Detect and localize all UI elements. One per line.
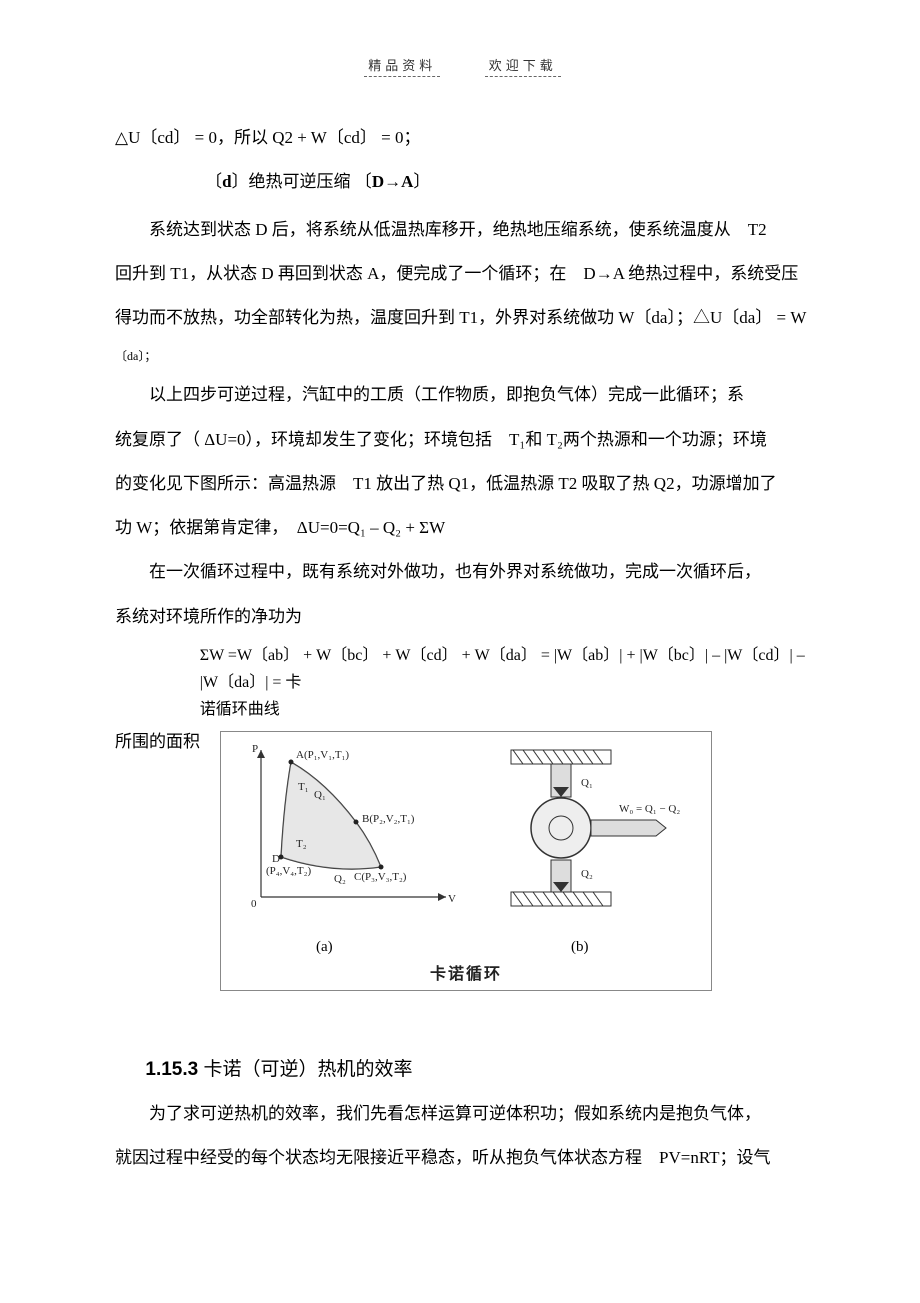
figure-row: 所围的面积 P V 0 — [115, 723, 810, 995]
svg-text:D: D — [272, 853, 280, 865]
para-d2: 回升到 T1，从状态 D 再回到状态 A，便完成了一个循环；在 D→A 绝热过程… — [115, 255, 810, 293]
para-g1: 为了求可逆热机的效率，我们先看怎样运算可逆体积功；假如系统内是抱负气体， — [115, 1095, 810, 1133]
fig-label-b: (b) — [571, 939, 589, 956]
equation-line-1: ΣW =W〔ab〕 + W〔bc〕 + W〔cd〕 + W〔da〕 = |W〔a… — [200, 642, 810, 696]
page-header: 精品资料 欢迎下载 — [115, 55, 810, 77]
heading-title: 卡诺（可逆）热机的效率 — [204, 1059, 413, 1080]
pv-svg: P V 0 A(P₁,V₁,T₁) B(P₂,V₂,T₁) — [236, 742, 461, 917]
fig-label-a: (a) — [316, 939, 333, 956]
svg-text:V: V — [448, 893, 456, 905]
label-C: C(P₃,V₃,T₂) — [354, 871, 407, 883]
carnot-figure: P V 0 A(P₁,V₁,T₁) B(P₂,V₂,T₁) — [115, 731, 810, 996]
engine-svg: Q₁ Q₂ W₀ = Q₁ − Q₂ — [481, 742, 696, 917]
heading-num: 1.15.3 — [145, 1059, 198, 1080]
section-heading: 1.15.3 卡诺（可逆）热机的效率 — [145, 1054, 810, 1081]
document-page: 精品资料 欢迎下载 △U〔cd〕 = 0，所以 Q2 + W〔cd〕 = 0； … — [0, 0, 920, 1303]
equation-line-2: 诺循环曲线 — [200, 696, 810, 723]
section-d-title: 〔d〕绝热可逆压缩 〔D→A〕 — [205, 163, 810, 200]
engine-diagram: Q₁ Q₂ W₀ = Q₁ − Q₂ — [481, 742, 696, 917]
para-g2: 就因过程中经受的每个状态均无限接近平稳态，听从抱负气体状态方程 PV=nRT；设… — [115, 1139, 810, 1177]
para-d4: 〔da〕； — [115, 343, 810, 370]
fig-caption: 卡诺循环 — [221, 960, 711, 984]
label-D: (P₄,V₄,T₂) — [266, 865, 311, 877]
para-d1: 系统达到状态 D 后，将系统从低温热库移开，绝热地压缩系统，使系统温度从 T2 — [115, 211, 810, 249]
label-Q1: Q₁ — [314, 789, 326, 801]
para-e1: 以上四步可逆过程，汽缸中的工质（工作物质，即抱负气体）完成一此循环；系 — [115, 376, 810, 414]
engine-Q1: Q₁ — [581, 777, 593, 789]
label-Q2: Q₂ — [334, 873, 346, 885]
para-d3: 得功而不放热，功全部转化为热，温度回升到 T1，外界对系统做功 W〔da〕；△U… — [115, 299, 810, 337]
engine-Q2: Q₂ — [581, 868, 593, 880]
para-f2: 系统对环境所作的净功为 — [115, 598, 810, 636]
label-T2: T₂ — [296, 838, 307, 850]
para-e4: 功 W；依据第肯定律， ΔU=0=Q₁ – Q₂ + ΣW — [115, 509, 810, 547]
figure-box: P V 0 A(P₁,V₁,T₁) B(P₂,V₂,T₁) — [220, 731, 712, 991]
para-f1: 在一次循环过程中，既有系统对外做功，也有外界对系统做功，完成一次循环后， — [115, 553, 810, 591]
engine-W: W₀ = Q₁ − Q₂ — [619, 803, 680, 815]
para-e2: 统复原了（ ΔU=0），环境却发生了变化；环境包括 T₁和 T₂两个热源和一个功… — [115, 421, 810, 459]
label-T1: T₁ — [298, 781, 309, 793]
svg-text:0: 0 — [251, 898, 257, 910]
header-left: 精品资料 — [364, 55, 440, 77]
label-A: A(P₁,V₁,T₁) — [296, 749, 349, 761]
pv-diagram: P V 0 A(P₁,V₁,T₁) B(P₂,V₂,T₁) — [236, 742, 461, 917]
line-top: △U〔cd〕 = 0，所以 Q2 + W〔cd〕 = 0； — [115, 119, 810, 157]
header-right: 欢迎下载 — [485, 55, 561, 77]
para-e3: 的变化见下图所示：高温热源 T1 放出了热 Q1，低温热源 T2 吸取了热 Q2… — [115, 465, 810, 503]
label-B: B(P₂,V₂,T₁) — [362, 813, 415, 825]
svg-text:P: P — [252, 743, 258, 755]
